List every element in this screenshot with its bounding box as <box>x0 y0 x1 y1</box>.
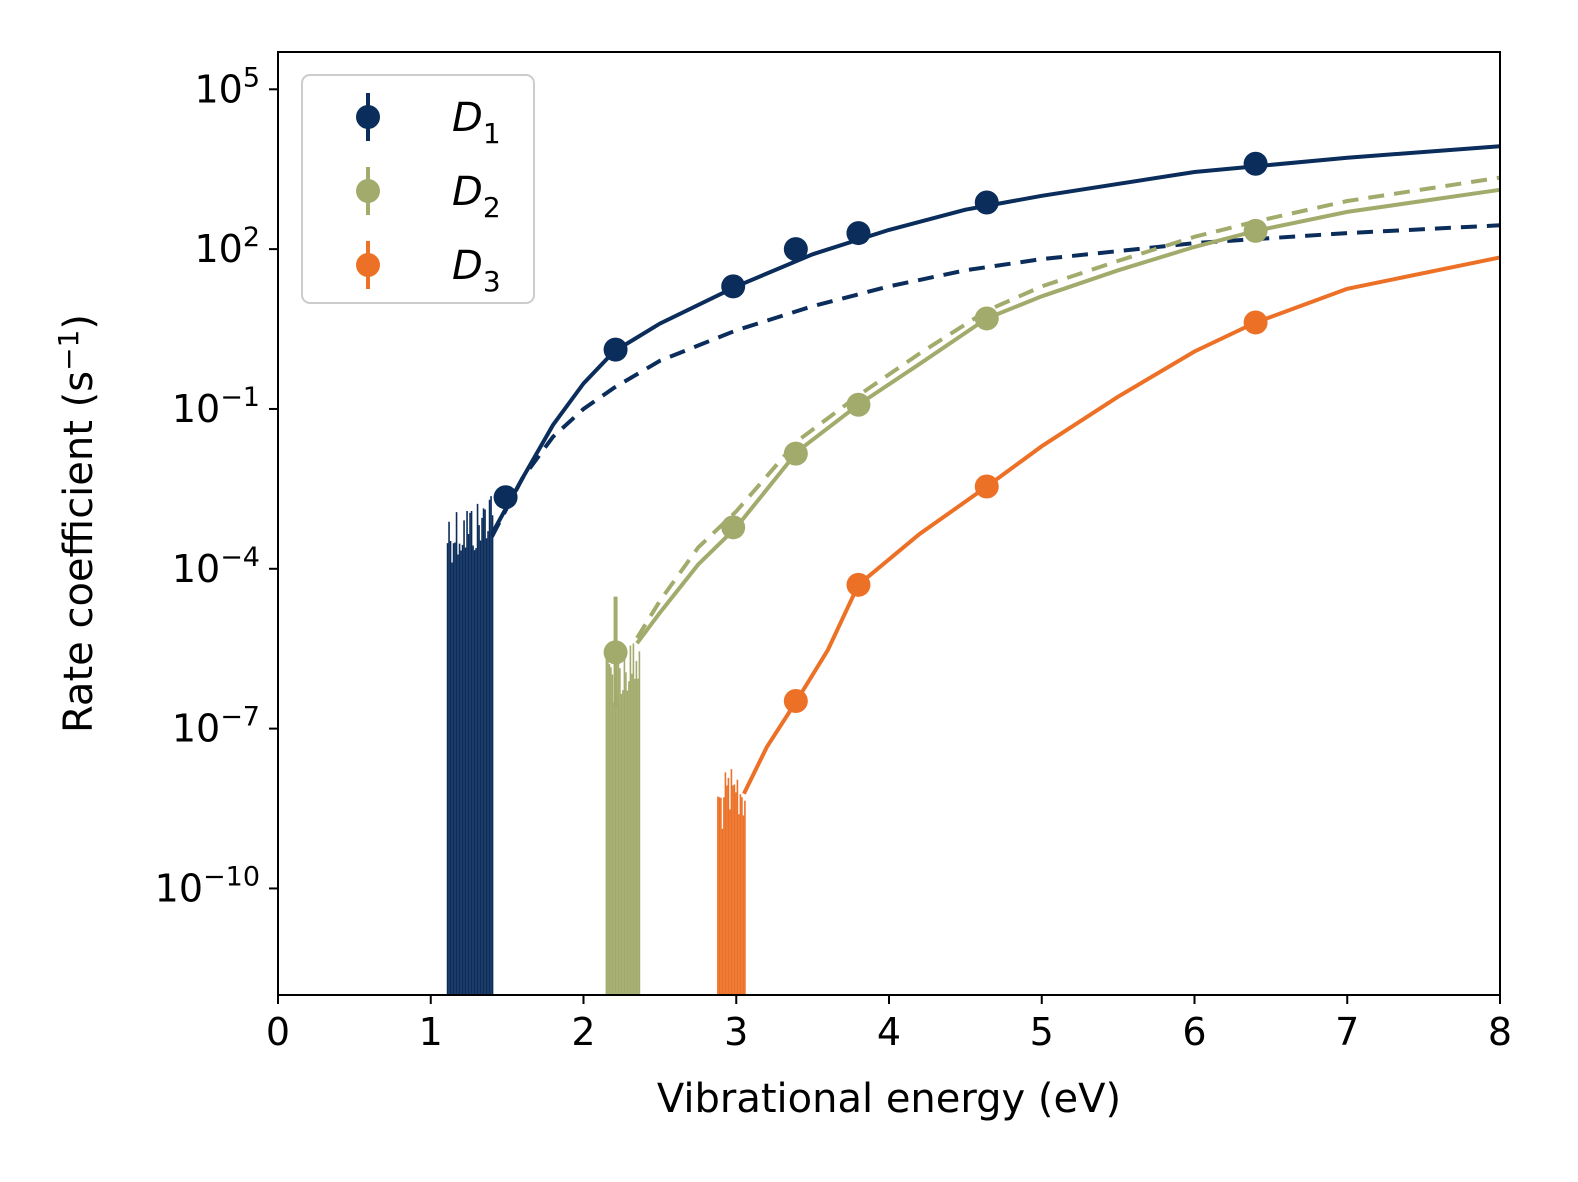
y-tick-exponent: 5 <box>243 62 260 93</box>
legend-label-subscript: 2 <box>483 191 501 224</box>
data-point-1 <box>721 274 746 299</box>
data-point-1 <box>783 237 808 262</box>
y-tick-base: 10 <box>172 707 220 751</box>
fit-dashed-1 <box>490 223 1501 538</box>
noise-band-1 <box>446 496 494 995</box>
x-tick-label: 0 <box>266 1010 290 1054</box>
data-points-layer <box>493 151 1268 713</box>
fit-lines-layer <box>490 144 1501 795</box>
data-point-3 <box>846 572 871 597</box>
data-point-3 <box>783 688 808 713</box>
y-tick-label: 10−4 <box>172 542 260 591</box>
y-tick-base: 10 <box>155 866 203 910</box>
y-tick-label: 10−7 <box>172 702 260 751</box>
y-tick-label: 10−10 <box>155 861 260 910</box>
fit-dashed-2 <box>635 175 1501 640</box>
y-tick-exponent: −1 <box>220 382 260 413</box>
fit-solid-3 <box>742 255 1501 795</box>
data-point-2 <box>974 306 999 331</box>
data-point-2 <box>783 441 808 466</box>
legend-box <box>301 74 535 304</box>
noise-layer <box>446 496 746 995</box>
legend-marker-3 <box>356 253 380 277</box>
fit-solid-1 <box>490 144 1501 535</box>
data-point-2 <box>721 515 746 540</box>
data-point-1 <box>974 190 999 215</box>
data-point-1 <box>493 485 518 510</box>
data-point-1 <box>603 337 628 362</box>
legend-marker-1 <box>356 105 380 129</box>
x-axis: 0 1 2 3 4 5 6 7 8 <box>266 995 1512 1054</box>
x-axis-label: Vibrational energy (eV) <box>657 1076 1121 1122</box>
fit-solid-2 <box>635 187 1501 645</box>
y-tick-exponent: −10 <box>203 861 260 892</box>
x-tick-label: 1 <box>419 1010 443 1054</box>
y-tick-base: 10 <box>172 547 220 591</box>
y-tick-label: 102 <box>194 222 260 271</box>
y-tick-label: 105 <box>194 62 260 111</box>
y-axis-label-close: ) <box>56 314 102 330</box>
legend-label-3: D3 <box>452 243 501 298</box>
y-tick-base: 10 <box>172 387 220 431</box>
noise-band-2 <box>605 643 641 995</box>
legend-label-subscript: 1 <box>483 117 501 150</box>
x-tick-label: 8 <box>1488 1010 1512 1054</box>
legend-label-base: D <box>452 95 483 141</box>
data-point-2 <box>603 640 628 665</box>
legend-label-base: D <box>452 243 483 289</box>
legend-label-1: D1 <box>452 95 501 150</box>
y-tick-exponent: −7 <box>220 702 260 733</box>
noise-band-3 <box>717 769 746 995</box>
legend-label-subscript: 3 <box>483 265 501 298</box>
y-axis-label: Rate coefficient (s−1) <box>52 314 102 733</box>
legend-label-base: D <box>452 169 483 215</box>
y-tick-label: 10−1 <box>172 382 260 431</box>
data-point-2 <box>1243 218 1268 243</box>
y-axis-label-main: Rate coefficient (s <box>56 371 102 733</box>
x-tick-label: 2 <box>571 1010 595 1054</box>
x-tick-label: 4 <box>877 1010 901 1054</box>
data-point-1 <box>846 221 871 246</box>
legend-label-2: D2 <box>452 169 501 224</box>
data-point-1 <box>1243 151 1268 176</box>
legend-marker-2 <box>356 179 380 203</box>
x-tick-label: 5 <box>1030 1010 1054 1054</box>
x-tick-label: 6 <box>1182 1010 1206 1054</box>
data-point-3 <box>974 474 999 499</box>
y-tick-base: 10 <box>194 227 242 271</box>
y-tick-exponent: −4 <box>220 542 260 573</box>
y-tick-base: 10 <box>194 67 242 111</box>
data-point-2 <box>846 392 871 417</box>
x-tick-label: 7 <box>1335 1010 1359 1054</box>
data-point-3 <box>1243 310 1268 335</box>
y-tick-exponent: 2 <box>243 222 260 253</box>
y-axis-label-sup: −1 <box>52 330 85 371</box>
x-tick-label: 3 <box>724 1010 748 1054</box>
